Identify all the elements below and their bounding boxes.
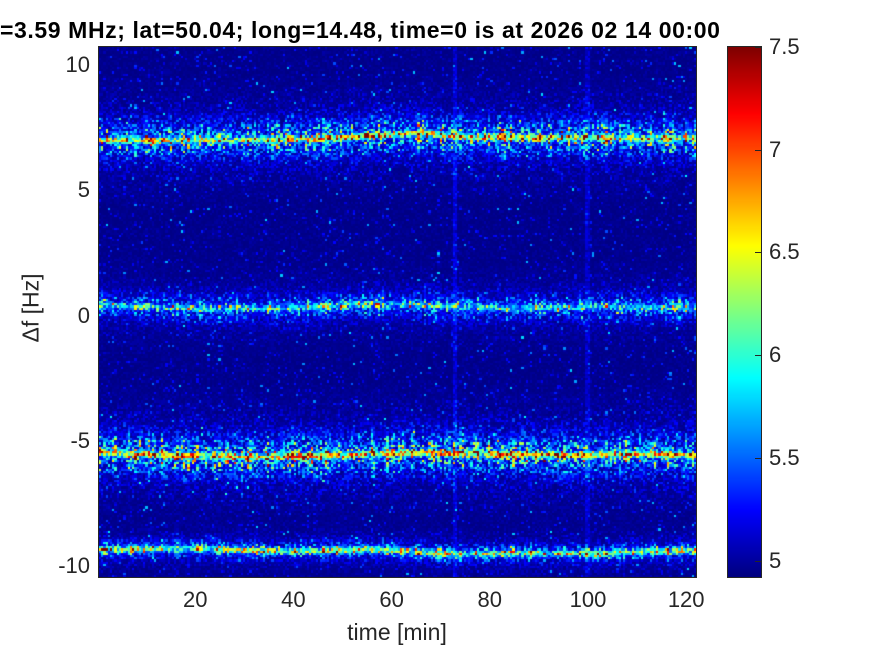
colorbar-tick-mark [755, 458, 761, 459]
colorbar-tick-mark [755, 47, 761, 48]
y-tick-label--5: -5 [70, 427, 90, 453]
x-axis-label: time [min] [347, 619, 447, 645]
colorbar-tick-mark [755, 561, 761, 562]
y-tick-label-5: 5 [77, 177, 90, 203]
plot-area [98, 46, 697, 578]
colorbar-tick-mark [755, 355, 761, 356]
y-tick-label--10: -10 [58, 552, 90, 578]
x-tick-label-20: 20 [182, 587, 208, 612]
plot-title: =3.59 MHz; lat=50.04; long=14.48, time=0… [0, 17, 721, 43]
y-tick-label-0: 0 [77, 302, 90, 328]
colorbar-tick-mark [755, 252, 761, 253]
colorbar-tick-label-7: 7 [769, 136, 782, 162]
x-tick-label-80: 80 [477, 587, 503, 612]
colorbar-tick-label-6.5: 6.5 [769, 239, 800, 265]
y-tick-label-10: 10 [65, 52, 90, 78]
colorbar-tick-label-5: 5 [769, 547, 782, 573]
x-tick-label-40: 40 [281, 587, 306, 612]
x-tick-label-60: 60 [379, 587, 404, 612]
colorbar-tick-mark [755, 150, 761, 151]
colorbar-tick-label-5.5: 5.5 [769, 444, 800, 470]
colorbar-tick-label-6: 6 [769, 342, 782, 368]
colorbar-tick-label-7.5: 7.5 [769, 34, 800, 59]
spectrogram-image [99, 47, 696, 577]
x-tick-label-100: 100 [569, 587, 607, 612]
colorbar [727, 46, 762, 578]
x-tick-label-120: 120 [667, 587, 705, 612]
colorbar-gradient [728, 47, 761, 577]
